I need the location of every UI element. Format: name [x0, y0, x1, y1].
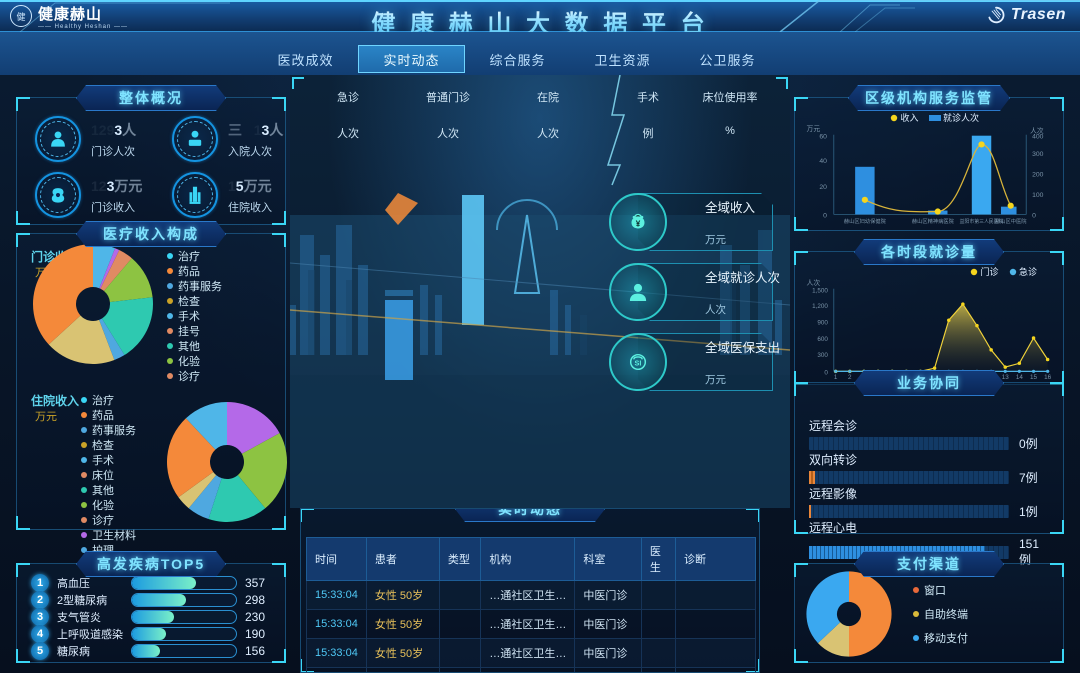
svg-text:0: 0	[823, 212, 827, 219]
svg-text:40: 40	[819, 158, 827, 165]
svg-text:13: 13	[1002, 374, 1010, 381]
svg-text:0: 0	[1032, 212, 1036, 219]
svg-text:14: 14	[1016, 374, 1024, 381]
svg-text:15: 15	[1030, 374, 1038, 381]
svg-text:900: 900	[817, 320, 828, 327]
svg-text:1,500: 1,500	[812, 288, 828, 295]
svg-text:人次: 人次	[807, 279, 821, 287]
svg-text:1: 1	[834, 374, 838, 381]
svg-text:20: 20	[819, 184, 827, 191]
svg-text:SI: SI	[635, 358, 642, 367]
svg-text:300: 300	[817, 352, 828, 359]
svg-text:600: 600	[817, 336, 828, 343]
svg-text:1,200: 1,200	[812, 303, 828, 310]
svg-text:万元: 万元	[807, 125, 821, 133]
svg-text:赫山区中医院: 赫山区中医院	[995, 217, 1027, 225]
svg-text:赫山区精神病医院: 赫山区精神病医院	[912, 217, 955, 225]
svg-text:2: 2	[848, 374, 852, 381]
svg-text:16: 16	[1044, 374, 1052, 381]
svg-text:60: 60	[819, 134, 827, 141]
svg-text:200: 200	[1032, 172, 1044, 179]
svg-text:300: 300	[1032, 151, 1044, 158]
svg-text:¥: ¥	[636, 219, 641, 228]
svg-text:0: 0	[824, 369, 828, 376]
svg-text:100: 100	[1032, 192, 1044, 199]
svg-text:赫山区妇幼保健院: 赫山区妇幼保健院	[844, 217, 887, 225]
svg-text:400: 400	[1032, 134, 1044, 141]
